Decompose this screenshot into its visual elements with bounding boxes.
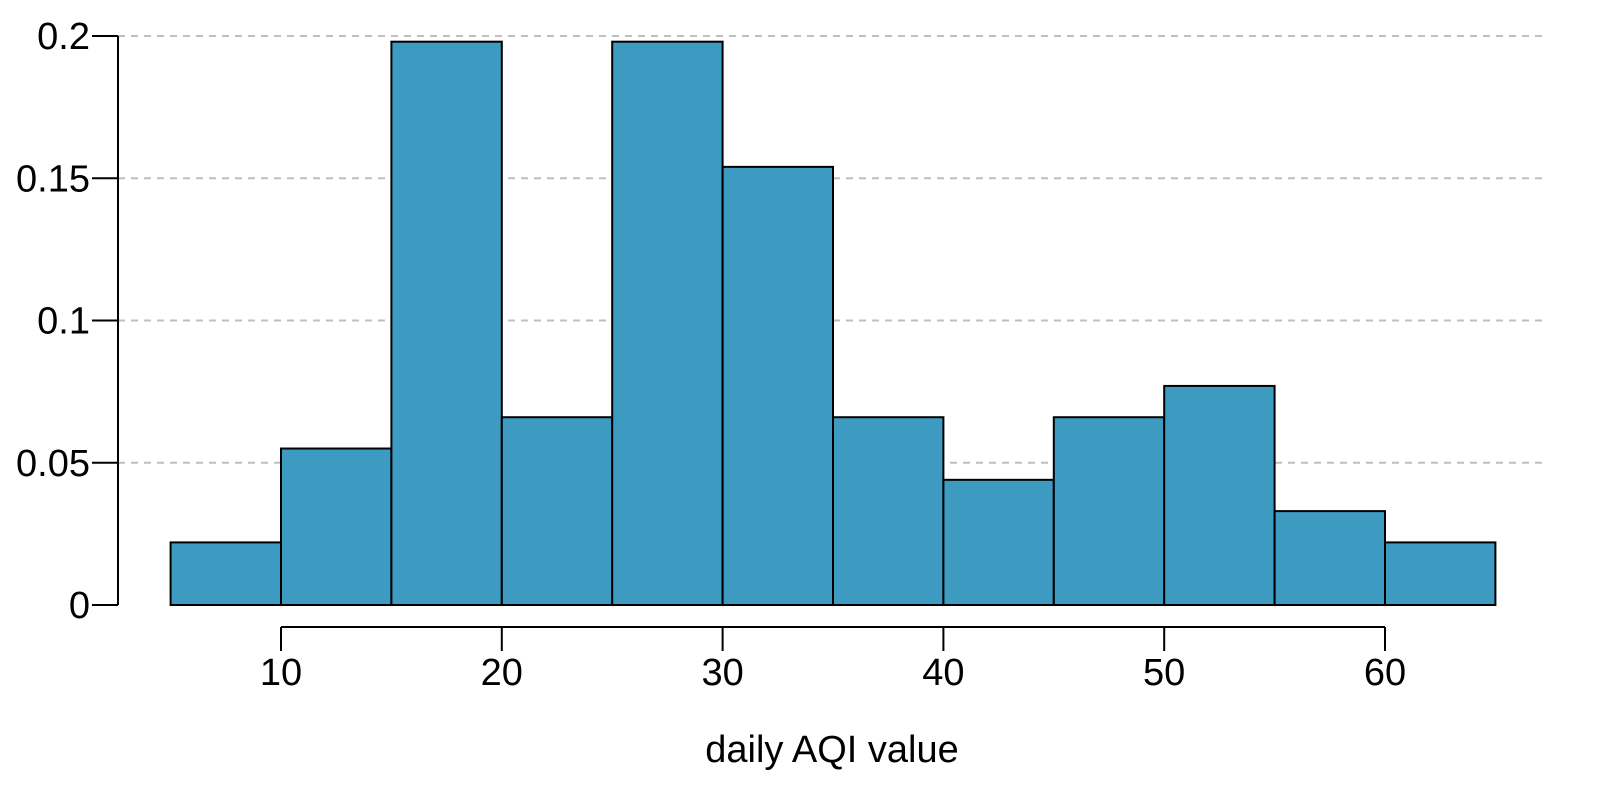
histogram-bar [832, 416, 945, 607]
x-tick-label: 40 [922, 652, 964, 694]
histogram-bar [1384, 541, 1497, 606]
x-tick-label: 60 [1364, 652, 1406, 694]
x-tick-label: 50 [1143, 652, 1185, 694]
histogram-bar [1052, 416, 1166, 607]
y-tick-label: 0.05 [16, 443, 90, 485]
histogram-bar [500, 416, 614, 607]
y-tick-label: 0.15 [16, 158, 90, 200]
histogram-bar [942, 478, 1055, 607]
x-tick-label: 20 [481, 652, 523, 694]
histogram-bars [169, 40, 1497, 607]
y-axis: 0 0.05 0.1 0.15 0.2 [16, 16, 119, 627]
histogram-bar [280, 447, 393, 606]
x-axis: 10 20 30 40 50 60 [260, 626, 1406, 694]
histogram-bar [611, 40, 724, 606]
histogram-bar [1273, 510, 1386, 606]
histogram-bar [390, 40, 503, 606]
x-tick-label: 30 [701, 652, 743, 694]
histogram-bar [169, 541, 283, 606]
y-tick-label: 0.2 [37, 16, 90, 58]
y-tick-label: 0 [69, 585, 90, 627]
x-tick-label: 10 [260, 652, 302, 694]
histogram-bar [721, 165, 834, 606]
y-tick-label: 0.1 [37, 301, 90, 343]
x-axis-title: daily AQI value [705, 729, 958, 771]
histogram-bar [1163, 384, 1276, 606]
